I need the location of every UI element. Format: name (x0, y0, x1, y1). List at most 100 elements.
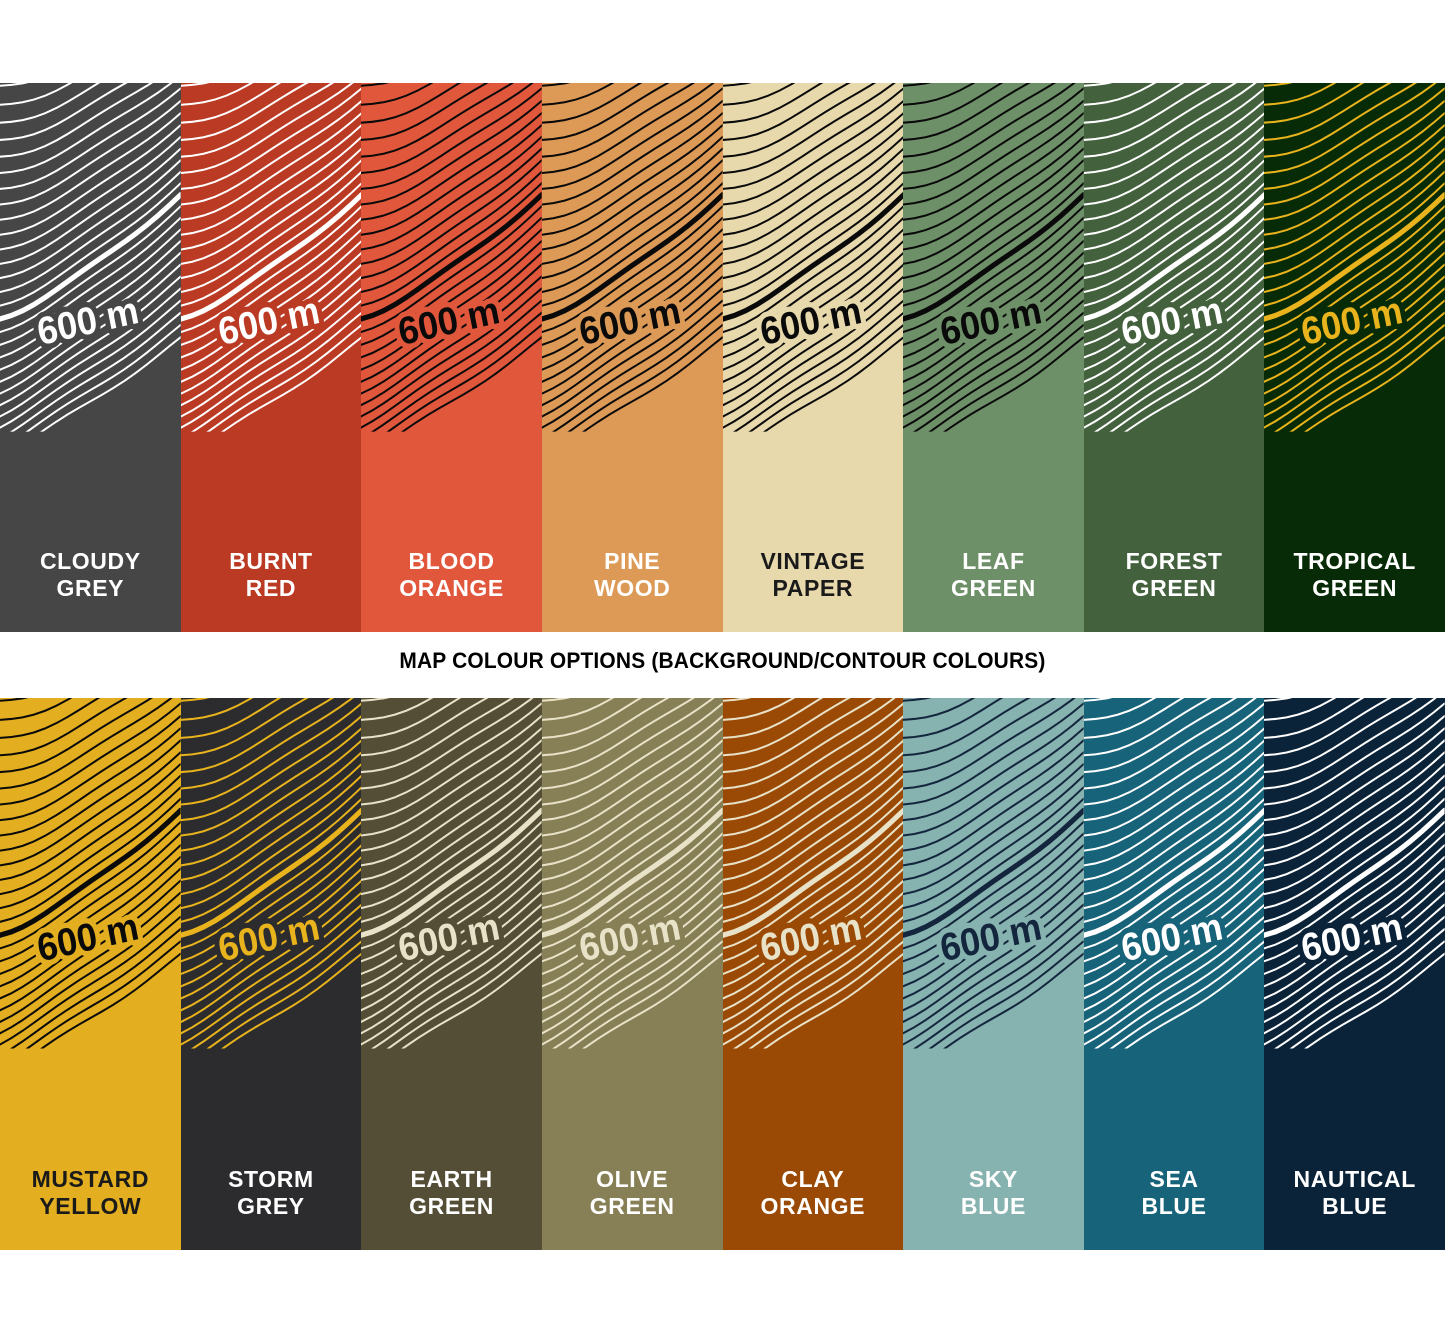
contour-line (722, 275, 904, 407)
contour-line (1274, 927, 1445, 1049)
contour-line (903, 170, 1084, 293)
colour-swatch-sky-blue[interactable]: 600 m SKY BLUE (903, 698, 1084, 1250)
contour-line (0, 702, 181, 806)
contour-line-labelled (180, 192, 362, 322)
contour-line-labelled (903, 807, 1084, 938)
contour-line (0, 820, 181, 950)
contour-line (903, 275, 1084, 407)
contour-line (180, 855, 362, 988)
contour-line (361, 739, 542, 852)
contour-line (0, 263, 181, 395)
contour-line (722, 83, 896, 174)
contour-line (361, 135, 542, 251)
contour-line (903, 698, 1057, 774)
contour-pattern: 600 m (0, 83, 181, 432)
contour-line (1123, 952, 1265, 1049)
colour-swatch-forest-green[interactable]: 600 m FOREST GREEN (1083, 83, 1265, 632)
colour-swatch-earth-green[interactable]: 600 m EARTH GREEN (361, 698, 542, 1250)
contour-line (180, 87, 362, 190)
contour-line (722, 299, 904, 429)
contour-line (541, 698, 643, 739)
colour-swatch-cloudy-grey[interactable]: 600 m CLOUDY GREY (0, 83, 181, 632)
colour-swatch-tropical-green[interactable]: 600 m TROPICAL GREEN (1264, 83, 1445, 632)
contour-elevation-label: 600 m (1117, 288, 1226, 353)
contour-line (541, 170, 723, 293)
swatch-name-line-1: CLAY (781, 1165, 845, 1192)
contour-line (0, 135, 181, 251)
contour-line (180, 727, 362, 837)
swatch-name-label: BLOOD ORANGE (361, 432, 542, 632)
contour-line (0, 83, 173, 174)
contour-pattern: 600 m (1083, 698, 1265, 1049)
contour-line (903, 251, 1084, 383)
swatch-name-line-2: GREEN (409, 1192, 494, 1219)
contour-line (1264, 727, 1445, 837)
colour-swatch-clay-orange[interactable]: 600 m CLAY ORANGE (722, 698, 904, 1250)
contour-line (541, 751, 723, 867)
contour-line (180, 240, 362, 371)
contour-line (722, 240, 904, 371)
contour-line (541, 698, 615, 721)
colour-swatch-nautical-blue[interactable]: 600 m NAUTICAL BLUE (1264, 698, 1445, 1250)
contour-line (1083, 275, 1265, 407)
contour-line (722, 99, 904, 206)
contour-line (1083, 205, 1265, 334)
swatch-name-line-2: GREEN (589, 1192, 675, 1219)
contour-line (361, 727, 542, 837)
colour-swatch-sea-blue[interactable]: 600 m SEA BLUE (1083, 698, 1265, 1250)
swatch-name-line-2: WOOD (593, 574, 671, 601)
contour-line (1264, 786, 1445, 910)
colour-swatch-olive-green[interactable]: 600 m OLIVE GREEN (541, 698, 723, 1250)
contour-line (361, 698, 535, 790)
contour-line (722, 147, 904, 265)
contour-line (0, 915, 181, 1046)
colour-swatch-vintage-paper[interactable]: 600 m VINTAGE PAPER (722, 83, 904, 632)
contour-line (9, 311, 181, 432)
contour-line (361, 774, 542, 896)
contour-line (541, 83, 571, 87)
contour-line (541, 287, 723, 418)
contour-line (541, 698, 695, 774)
contour-line (180, 275, 362, 407)
contour-line (190, 927, 362, 1049)
contour-line (1083, 727, 1265, 837)
contour-line (180, 698, 334, 774)
contour-line (0, 714, 181, 822)
contour-line (1093, 927, 1265, 1049)
contour-line (361, 251, 542, 383)
colour-swatch-leaf-green[interactable]: 600 m LEAF GREEN (903, 83, 1084, 632)
contour-line (722, 698, 795, 721)
colour-swatch-storm-grey[interactable]: 600 m STORM GREY (180, 698, 362, 1250)
contour-line (1083, 903, 1265, 1035)
contour-line (0, 698, 29, 702)
contour-line (541, 205, 723, 334)
colour-swatch-burnt-red[interactable]: 600 m BURNT RED (180, 83, 362, 632)
contour-line (732, 927, 904, 1049)
contour-line (722, 915, 904, 1046)
contour-line (722, 786, 904, 910)
contour-line (1083, 698, 1185, 739)
contour-line (541, 698, 571, 702)
colour-swatch-blood-orange[interactable]: 600 m BLOOD ORANGE (361, 83, 542, 632)
contour-line (180, 797, 362, 923)
contour-line (401, 336, 542, 432)
contour-line (903, 739, 1084, 852)
contour-line (1264, 698, 1418, 774)
contour-line (0, 87, 181, 190)
contour-line (903, 240, 1084, 371)
contour-line (1264, 287, 1445, 418)
contour-line (361, 762, 542, 881)
contour-line (1083, 797, 1265, 923)
contour-line (903, 83, 1031, 141)
colour-swatch-mustard-yellow[interactable]: 600 m MUSTARD YELLOW (0, 698, 181, 1250)
contour-line (180, 698, 254, 721)
contour-line (722, 698, 896, 790)
contour-line (361, 786, 542, 910)
colour-swatch-pine-wood[interactable]: 600 m PINE WOOD (541, 83, 723, 632)
contour-elevation-label: 600 m (756, 288, 865, 353)
contour-line (722, 112, 904, 221)
contour-line (1083, 739, 1265, 852)
contour-line (361, 83, 489, 141)
contour-line (541, 263, 723, 395)
swatch-name-line-1: SKY (968, 1165, 1018, 1192)
